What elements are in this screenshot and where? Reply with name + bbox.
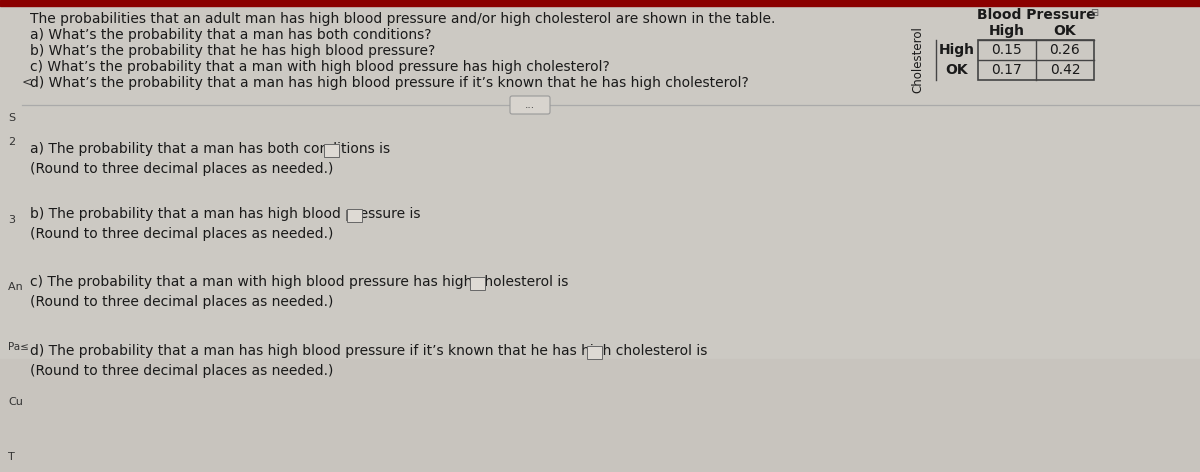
Text: 0.42: 0.42 bbox=[1050, 63, 1080, 77]
Text: OK: OK bbox=[1054, 24, 1076, 38]
Text: 0.15: 0.15 bbox=[991, 43, 1022, 57]
Text: 0.26: 0.26 bbox=[1050, 43, 1080, 57]
Text: Pa≤: Pa≤ bbox=[8, 342, 29, 352]
Bar bbox=[347, 209, 361, 222]
Text: (Round to three decimal places as needed.): (Round to three decimal places as needed… bbox=[30, 295, 334, 309]
Text: b) The probability that a man has high blood pressure is: b) The probability that a man has high b… bbox=[30, 207, 420, 221]
Bar bbox=[588, 346, 602, 359]
Text: 2: 2 bbox=[8, 137, 16, 147]
Bar bbox=[324, 144, 340, 157]
Text: Blood Pressure: Blood Pressure bbox=[977, 8, 1096, 22]
Text: 3: 3 bbox=[8, 215, 14, 225]
Text: T: T bbox=[8, 452, 14, 462]
Text: b) What’s the probability that he has high blood pressure?: b) What’s the probability that he has hi… bbox=[30, 44, 436, 58]
Bar bbox=[0, 0, 1200, 6]
Text: Cholesterol: Cholesterol bbox=[912, 26, 924, 93]
Text: c) What’s the probability that a man with high blood pressure has high cholester: c) What’s the probability that a man wit… bbox=[30, 60, 610, 74]
Bar bbox=[0, 0, 1200, 361]
Text: (Round to three decimal places as needed.): (Round to three decimal places as needed… bbox=[30, 227, 334, 241]
Text: a) What’s the probability that a man has both conditions?: a) What’s the probability that a man has… bbox=[30, 28, 432, 42]
Bar bbox=[0, 359, 1200, 472]
FancyBboxPatch shape bbox=[510, 96, 550, 114]
Text: The probabilities that an adult man has high blood pressure and/or high choleste: The probabilities that an adult man has … bbox=[30, 12, 775, 26]
Text: d) The probability that a man has high blood pressure if it’s known that he has : d) The probability that a man has high b… bbox=[30, 344, 707, 358]
Text: ⊟: ⊟ bbox=[1090, 8, 1098, 18]
Text: (Round to three decimal places as needed.): (Round to three decimal places as needed… bbox=[30, 364, 334, 378]
Bar bbox=[470, 277, 485, 290]
Text: 0.17: 0.17 bbox=[991, 63, 1022, 77]
Text: S: S bbox=[8, 113, 16, 123]
Text: (Round to three decimal places as needed.): (Round to three decimal places as needed… bbox=[30, 162, 334, 176]
Text: High: High bbox=[989, 24, 1025, 38]
Text: c) The probability that a man with high blood pressure has high cholesterol is: c) The probability that a man with high … bbox=[30, 275, 569, 289]
Text: OK: OK bbox=[946, 63, 968, 77]
Text: ...: ... bbox=[524, 100, 535, 110]
Text: Cu: Cu bbox=[8, 397, 23, 407]
Bar bbox=[978, 40, 1094, 80]
Text: High: High bbox=[940, 43, 974, 57]
Text: <: < bbox=[22, 76, 32, 89]
Text: d) What’s the probability that a man has high blood pressure if it’s known that : d) What’s the probability that a man has… bbox=[30, 76, 749, 90]
Text: a) The probability that a man has both conditions is: a) The probability that a man has both c… bbox=[30, 142, 390, 156]
Text: An: An bbox=[8, 282, 25, 292]
